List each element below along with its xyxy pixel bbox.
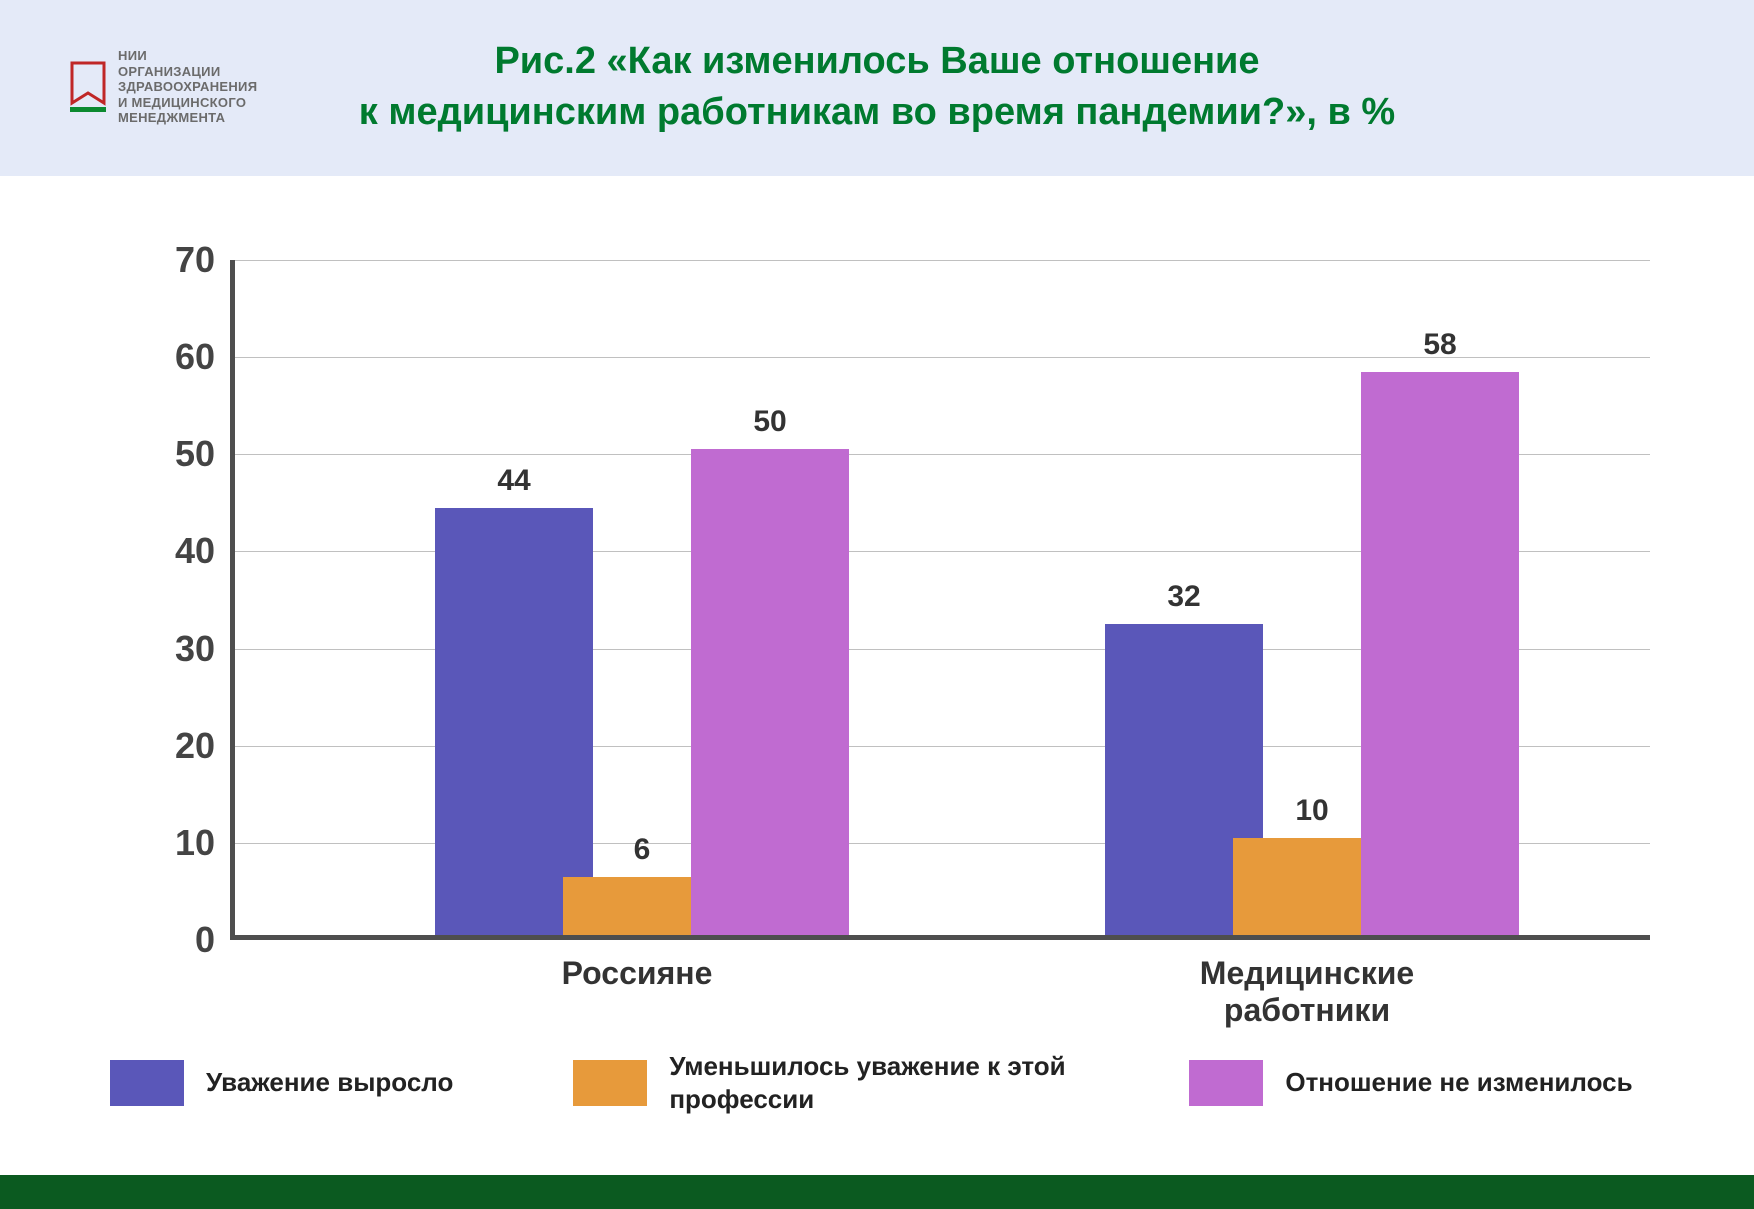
ytick-label: 30 xyxy=(110,628,215,670)
bar xyxy=(435,508,593,935)
ytick-label: 40 xyxy=(110,530,215,572)
title-line-1: Рис.2 «Как изменилось Ваше отношение xyxy=(0,36,1754,87)
gridline xyxy=(235,260,1650,261)
bar-value-label: 44 xyxy=(497,464,530,498)
header: НИИ ОРГАНИЗАЦИИ ЗДРАВООХРАНЕНИЯ И МЕДИЦИ… xyxy=(0,0,1754,176)
legend-label: Отношение не изменилось xyxy=(1285,1066,1632,1099)
ytick-label: 70 xyxy=(110,239,215,281)
legend-swatch xyxy=(1189,1060,1263,1106)
bar xyxy=(691,449,849,935)
bar-value-label: 32 xyxy=(1167,580,1200,614)
chart-title: Рис.2 «Как изменилось Ваше отношение к м… xyxy=(0,36,1754,139)
legend-item: Уменьшилось уважение к этой профессии xyxy=(573,1050,1069,1115)
ytick-label: 60 xyxy=(110,336,215,378)
bar-value-label: 50 xyxy=(753,405,786,439)
legend-item: Уважение выросло xyxy=(110,1060,453,1106)
legend: Уважение выросло Уменьшилось уважение к э… xyxy=(110,1050,1650,1115)
category-label: Медицинские работники xyxy=(1136,955,1479,1029)
ytick-label: 10 xyxy=(110,822,215,864)
bar-value-label: 6 xyxy=(634,833,651,867)
legend-item: Отношение не изменилось xyxy=(1189,1060,1632,1106)
legend-swatch xyxy=(573,1060,647,1106)
ytick-label: 50 xyxy=(110,433,215,475)
ytick-label: 0 xyxy=(110,919,215,961)
legend-swatch xyxy=(110,1060,184,1106)
title-line-2: к медицинским работникам во время пандем… xyxy=(0,87,1754,138)
chart-area: 44650321058 010203040506070 РоссиянеМеди… xyxy=(110,260,1650,990)
ytick-label: 20 xyxy=(110,725,215,767)
plot: 44 6 50 32 10 58 xyxy=(230,260,1650,940)
legend-label: Уменьшилось уважение к этой профессии xyxy=(669,1050,1069,1115)
bar xyxy=(1361,372,1519,935)
legend-label: Уважение выросло xyxy=(206,1066,453,1099)
page: НИИ ОРГАНИЗАЦИИ ЗДРАВООХРАНЕНИЯ И МЕДИЦИ… xyxy=(0,0,1754,1209)
category-label: Россияне xyxy=(562,955,713,992)
bar-value-label: 10 xyxy=(1295,794,1328,828)
footer-bar xyxy=(0,1175,1754,1209)
bar-value-label: 58 xyxy=(1423,328,1456,362)
